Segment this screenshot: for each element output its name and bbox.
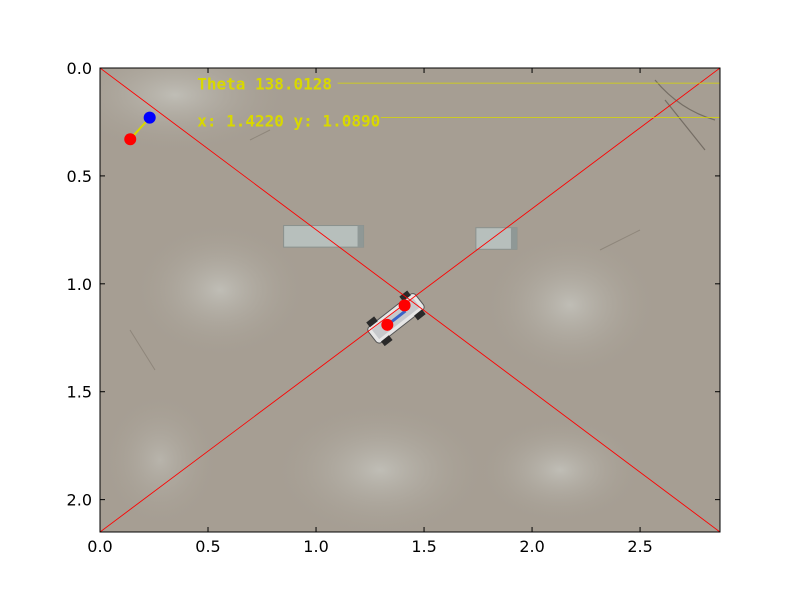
position-readout: x: 1.4220 y: 1.0890 bbox=[197, 111, 380, 130]
y-tick-label: 2.0 bbox=[67, 491, 92, 510]
x-tick-label: 2.0 bbox=[519, 537, 544, 556]
x-axis: 0.0 0.5 1.0 1.5 2.0 2.5 bbox=[87, 68, 653, 556]
box-obstacle bbox=[283, 225, 365, 248]
overlay-text-group: Theta 138.0128 x: 1.4220 y: 1.0890 bbox=[197, 75, 380, 131]
robot-wheel bbox=[366, 316, 378, 328]
robot-wheel bbox=[414, 309, 426, 321]
x-tick-label: 1.5 bbox=[411, 537, 436, 556]
x-tick-label: 1.0 bbox=[303, 537, 328, 556]
y-tick-label: 1.5 bbox=[67, 383, 92, 402]
data-point bbox=[398, 299, 411, 312]
y-tick-label: 0.0 bbox=[67, 59, 92, 78]
overlay-points bbox=[124, 111, 411, 331]
robot-wheel bbox=[381, 335, 393, 347]
x-tick-label: 2.5 bbox=[627, 537, 652, 556]
box-shadow-side bbox=[510, 227, 517, 250]
plot-area: Theta 138.0128 x: 1.4220 y: 1.0890 bbox=[99, 67, 721, 533]
box-obstacles bbox=[283, 225, 518, 250]
background-photo bbox=[100, 68, 720, 532]
data-point bbox=[381, 318, 394, 331]
theta-readout: Theta 138.0128 bbox=[197, 75, 332, 94]
y-axis: 0.0 0.5 1.0 1.5 2.0 bbox=[67, 59, 720, 510]
y-tick-label: 1.0 bbox=[67, 275, 92, 294]
data-point bbox=[143, 111, 156, 124]
x-tick-label: 0.0 bbox=[87, 537, 112, 556]
y-tick-label: 0.5 bbox=[67, 167, 92, 186]
axes-frame bbox=[99, 67, 721, 533]
box-shadow-side bbox=[357, 225, 364, 248]
x-tick-label: 0.5 bbox=[195, 537, 220, 556]
data-point bbox=[124, 133, 137, 146]
diagonal-line bbox=[100, 68, 720, 532]
